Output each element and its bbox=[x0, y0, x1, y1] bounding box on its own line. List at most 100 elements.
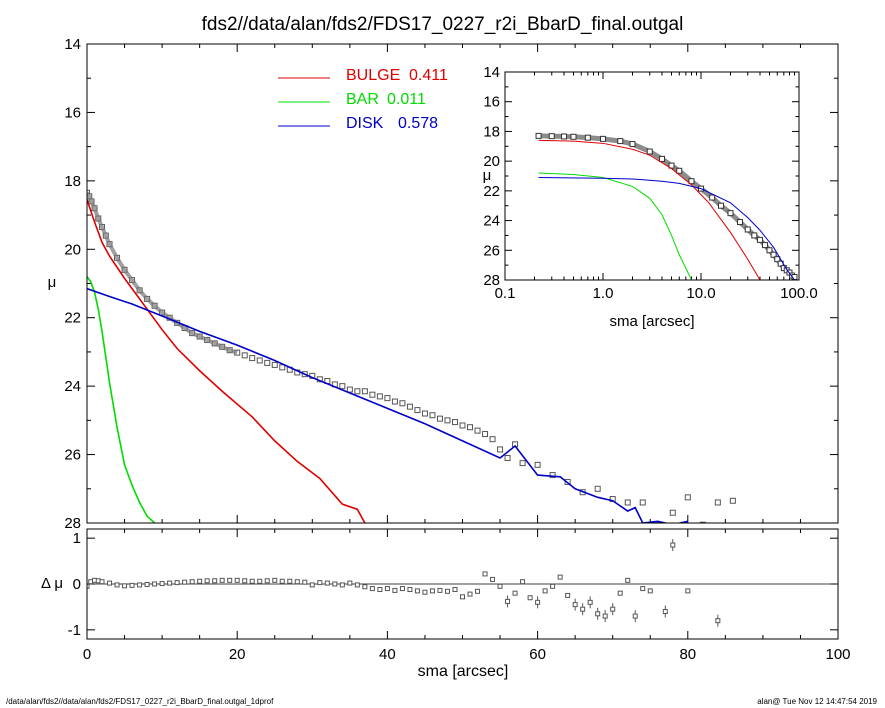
resid-ylabel: Δ μ bbox=[41, 575, 63, 592]
main-data-point bbox=[729, 497, 736, 504]
main-ytick-label: 18 bbox=[64, 173, 81, 190]
main-data-point bbox=[714, 499, 721, 506]
inset-series-disk bbox=[538, 176, 795, 280]
inset-data-point bbox=[600, 135, 606, 142]
resid-data-point bbox=[212, 578, 218, 584]
inset-plot-area bbox=[535, 132, 798, 280]
resid-data-point bbox=[550, 583, 556, 589]
main-data-point bbox=[534, 461, 541, 468]
inset-ytick-label: 28 bbox=[483, 272, 500, 289]
main-ytick-label: 20 bbox=[64, 241, 81, 258]
resid-data-point bbox=[369, 586, 375, 592]
resid-data-point bbox=[407, 587, 413, 592]
resid-data-point bbox=[610, 606, 616, 612]
main-data-point bbox=[669, 509, 676, 516]
footer-timestamp: alan@ Tue Nov 12 14:47:54 2019 bbox=[757, 697, 877, 706]
main-data-point bbox=[279, 364, 286, 371]
resid-data-point bbox=[197, 578, 203, 584]
footer-path: /data/alan/fds2//data/alan/fds2/FDS17_02… bbox=[6, 697, 274, 706]
main-data-point bbox=[271, 361, 278, 368]
main-data-core bbox=[87, 191, 238, 355]
main-data-point bbox=[549, 472, 556, 479]
main-data-point bbox=[451, 419, 458, 426]
resid-data-point bbox=[167, 580, 173, 586]
inset-data-point bbox=[757, 236, 764, 243]
inset-data-point bbox=[709, 194, 716, 201]
resid-data-point bbox=[444, 588, 450, 594]
resid-data-point bbox=[497, 583, 503, 589]
inset-data-point bbox=[535, 132, 542, 139]
inset-ytick-label: 24 bbox=[483, 213, 500, 230]
resid-data-point bbox=[242, 578, 248, 584]
main-ytick-label: 22 bbox=[64, 310, 81, 327]
inset-ytick-label: 14 bbox=[483, 64, 500, 81]
resid-ytick-label: 1 bbox=[73, 530, 81, 547]
main-data-point bbox=[489, 436, 496, 443]
resid-data-point bbox=[122, 583, 128, 589]
resid-plot-area bbox=[87, 539, 721, 627]
main-data-point bbox=[436, 415, 443, 422]
inset-data-point bbox=[646, 148, 653, 155]
resid-data-point bbox=[467, 591, 473, 597]
resid-frame bbox=[86, 528, 839, 640]
inset-data-point bbox=[676, 167, 683, 174]
resid-data-point bbox=[227, 577, 233, 583]
inset-data-point bbox=[570, 133, 577, 140]
resid-data-point bbox=[354, 582, 360, 588]
main-data-point bbox=[376, 393, 383, 400]
resid-data-point bbox=[414, 588, 420, 594]
main-data-point bbox=[421, 410, 428, 417]
resid-data-point bbox=[249, 578, 255, 584]
main-data-point bbox=[504, 454, 511, 461]
resid-data-point bbox=[535, 599, 541, 605]
inset-data-point bbox=[617, 138, 624, 145]
resid-xtick-label: 80 bbox=[679, 646, 696, 663]
resid-xtick-label: 0 bbox=[83, 646, 91, 663]
resid-data-point bbox=[332, 581, 338, 587]
resid-data-point bbox=[189, 579, 195, 585]
resid-data-point bbox=[482, 571, 488, 577]
resid-xtick-label: 40 bbox=[379, 646, 396, 663]
inset-data-point bbox=[659, 155, 666, 162]
inset-data-point bbox=[766, 247, 773, 254]
resid-data-point bbox=[107, 580, 113, 586]
resid-xtick-label: 20 bbox=[229, 646, 246, 663]
main-data-point bbox=[429, 412, 436, 419]
resid-data-point bbox=[159, 581, 165, 587]
resid-data-point bbox=[272, 577, 278, 583]
resid-data-point bbox=[294, 579, 300, 585]
main-data-point bbox=[264, 359, 271, 366]
main-data-point bbox=[241, 352, 248, 359]
resid-data-point bbox=[392, 587, 398, 593]
inset-ytick-label: 22 bbox=[483, 183, 500, 200]
main-ytick-label: 28 bbox=[64, 515, 81, 532]
inset-series-bar bbox=[538, 172, 692, 280]
main-data-point bbox=[399, 400, 406, 407]
main-data-point bbox=[594, 485, 601, 492]
inset-data-point bbox=[584, 134, 591, 141]
resid-data-point bbox=[362, 584, 368, 590]
resid-data-point bbox=[437, 587, 443, 593]
resid-xtick-label: 100 bbox=[825, 646, 850, 663]
main-data-point bbox=[369, 391, 376, 398]
resid-data-point bbox=[587, 599, 593, 605]
main-data-point bbox=[624, 499, 631, 506]
main-ylabel: μ bbox=[48, 274, 57, 291]
legend-label-bulge: BULGE bbox=[346, 67, 400, 84]
main-frame bbox=[86, 43, 839, 524]
resid-data-point bbox=[279, 578, 285, 584]
resid-data-point bbox=[204, 578, 210, 584]
resid-data-point bbox=[580, 606, 586, 612]
main-data-point bbox=[354, 388, 361, 395]
resid-ytick-label: -1 bbox=[68, 622, 81, 639]
main-data-point bbox=[459, 422, 466, 429]
main-data-point bbox=[256, 357, 263, 364]
inset-ytick-label: 16 bbox=[483, 94, 500, 111]
main-data-point bbox=[482, 431, 489, 438]
resid-data-point bbox=[617, 590, 623, 596]
main-data-point bbox=[519, 460, 526, 467]
main-data-point bbox=[414, 407, 421, 414]
main-data-point bbox=[684, 494, 691, 501]
resid-data-point bbox=[87, 583, 90, 589]
